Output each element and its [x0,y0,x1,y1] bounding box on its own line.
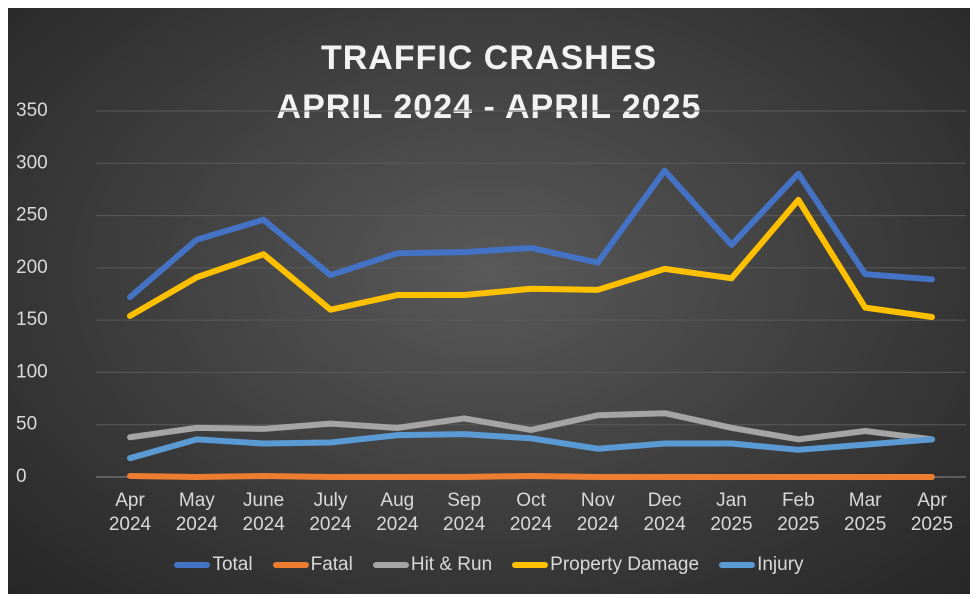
legend-swatch [174,562,211,568]
y-tick-label: 100 [16,361,48,382]
y-tick-label: 350 [16,100,48,121]
x-tick-label: Oct 2024 [509,490,553,535]
legend-item: Total [174,554,253,576]
x-tick-label: Jan 2025 [710,490,753,535]
legend-swatch [719,562,756,568]
legend-swatch [372,562,409,568]
series-line [127,167,935,301]
legend-swatch [512,562,549,568]
chart: TRAFFIC CRASHES APRIL 2024 - APRIL 2025 … [8,8,970,594]
x-tick-label: Sep 2024 [443,490,486,535]
chart-title: APRIL 2024 - APRIL 2025 [277,88,702,126]
chart-title: TRAFFIC CRASHES [321,39,657,77]
legend-item: Injury [719,554,804,576]
x-tick-label: May 2024 [175,490,218,535]
x-tick-label: June 2024 [242,490,285,535]
legend-label: Hit & Run [410,554,493,575]
x-tick-label: Dec 2024 [643,490,686,535]
x-tick-label: Apr 2024 [108,490,152,535]
series-line [127,410,935,443]
x-tick-label: Feb 2025 [777,490,820,535]
legend-label: Property Damage [550,554,700,575]
legend-item: Fatal [272,554,353,576]
legend-swatch [272,562,309,568]
legend: Total Fatal Hit & Run Property Damage Injury [8,554,970,576]
series-line [127,472,935,480]
legend-label: Injury [757,554,804,575]
x-tick-label: July 2024 [309,490,352,535]
y-tick-label: 50 [16,414,37,435]
legend-label: Total [212,554,253,575]
series-line [127,196,935,321]
plot: TRAFFIC CRASHES APRIL 2024 - APRIL 2025 … [16,39,966,487]
y-tick-label: 300 [16,152,48,173]
x-tick-label: Mar 2025 [844,490,887,535]
x-tick-label: Nov 2024 [576,490,619,535]
legend-item: Property Damage [512,554,699,576]
series-line [127,431,935,462]
legend-item: Hit & Run [372,554,493,576]
y-tick-label: 250 [16,205,48,226]
x-tick-label: Aug 2024 [376,490,419,535]
legend-label: Fatal [310,554,353,575]
y-tick-label: 0 [16,466,27,487]
y-tick-label: 150 [16,309,48,330]
x-tick-label: Apr 2025 [910,490,954,535]
y-tick-label: 200 [16,257,48,278]
